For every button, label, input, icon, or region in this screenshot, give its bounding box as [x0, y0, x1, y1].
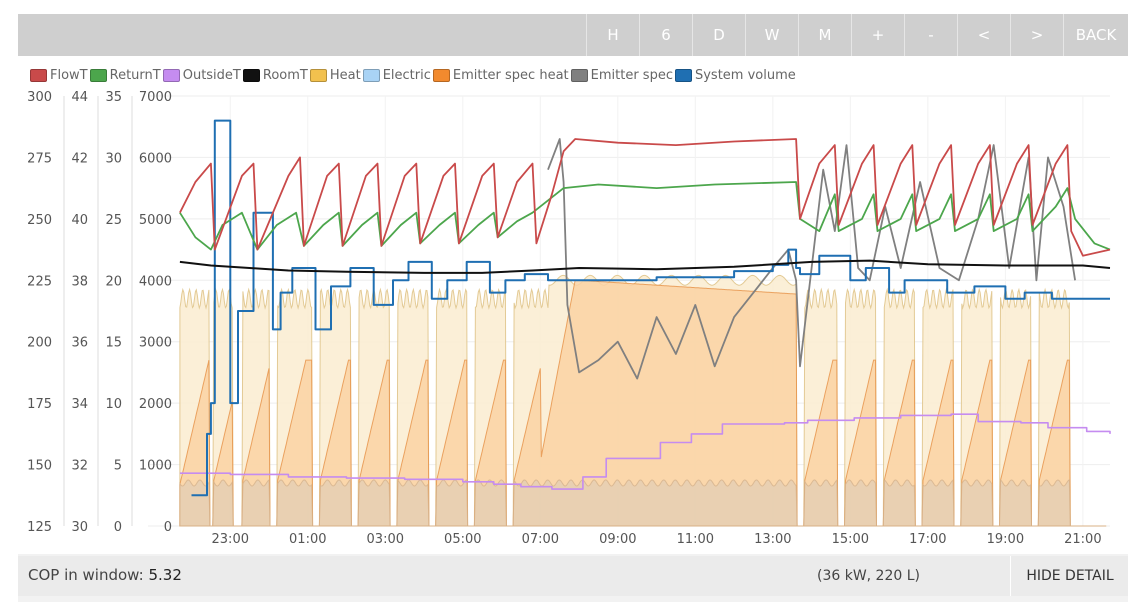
- legend-item-heat[interactable]: Heat: [309, 68, 361, 83]
- legend-label: Electric: [382, 68, 431, 83]
- legend-item-electric[interactable]: Electric: [362, 68, 431, 83]
- hide-detail-button[interactable]: HIDE DETAIL: [1010, 556, 1129, 596]
- back-button[interactable]: BACK: [1063, 14, 1128, 56]
- pan-right-button[interactable]: >: [1010, 14, 1063, 56]
- legend-item-outsidet[interactable]: OutsideT: [162, 68, 241, 83]
- legend-label: Heat: [329, 68, 361, 83]
- day-button[interactable]: D: [692, 14, 745, 56]
- legend-swatch: [362, 69, 380, 82]
- footer-bar: [18, 556, 1128, 596]
- zoom-in-button[interactable]: +: [851, 14, 904, 56]
- legend-item-system-volume[interactable]: System volume: [674, 68, 796, 83]
- legend-label: Emitter spec: [590, 68, 673, 83]
- zoom-out-button[interactable]: -: [904, 14, 957, 56]
- cop-readout: COP in window: 5.32: [28, 566, 182, 584]
- cop-label: COP in window:: [28, 566, 144, 584]
- legend-label: RoomT: [262, 68, 308, 83]
- toolbar: [18, 14, 1128, 56]
- six-hour-button[interactable]: 6: [639, 14, 692, 56]
- legend-label: OutsideT: [182, 68, 241, 83]
- legend-item-roomt[interactable]: RoomT: [242, 68, 308, 83]
- legend-label: ReturnT: [109, 68, 161, 83]
- legend-label: FlowT: [50, 68, 88, 83]
- legend-swatch: [432, 69, 450, 82]
- legend-swatch: [242, 69, 260, 82]
- legend-swatch: [89, 69, 107, 82]
- legend-item-flowt[interactable]: FlowT: [30, 68, 88, 83]
- legend-item-returnt[interactable]: ReturnT: [89, 68, 161, 83]
- month-button[interactable]: M: [798, 14, 851, 56]
- legend-swatch: [570, 69, 588, 82]
- legend-label: System volume: [694, 68, 796, 83]
- cop-value: 5.32: [148, 566, 182, 584]
- legend-label: Emitter spec heat: [452, 68, 569, 83]
- legend-item-emitter-spec-heat[interactable]: Emitter spec heat: [432, 68, 569, 83]
- system-capacity: (36 kW, 220 L): [816, 568, 920, 584]
- legend-swatch: [30, 69, 47, 82]
- hour-button[interactable]: H: [586, 14, 639, 56]
- legend-item-emitter-spec[interactable]: Emitter spec: [570, 68, 673, 83]
- chart-legend: FlowT ReturnT OutsideT RoomT Heat Electric Emi…: [30, 68, 798, 83]
- legend-swatch: [309, 69, 327, 82]
- legend-swatch: [162, 69, 180, 82]
- pan-left-button[interactable]: <: [957, 14, 1010, 56]
- week-button[interactable]: W: [745, 14, 798, 56]
- time-buttons: H 6 D W M + - < > BACK: [586, 14, 1128, 56]
- legend-swatch: [674, 69, 692, 82]
- chart-area: [18, 56, 1128, 554]
